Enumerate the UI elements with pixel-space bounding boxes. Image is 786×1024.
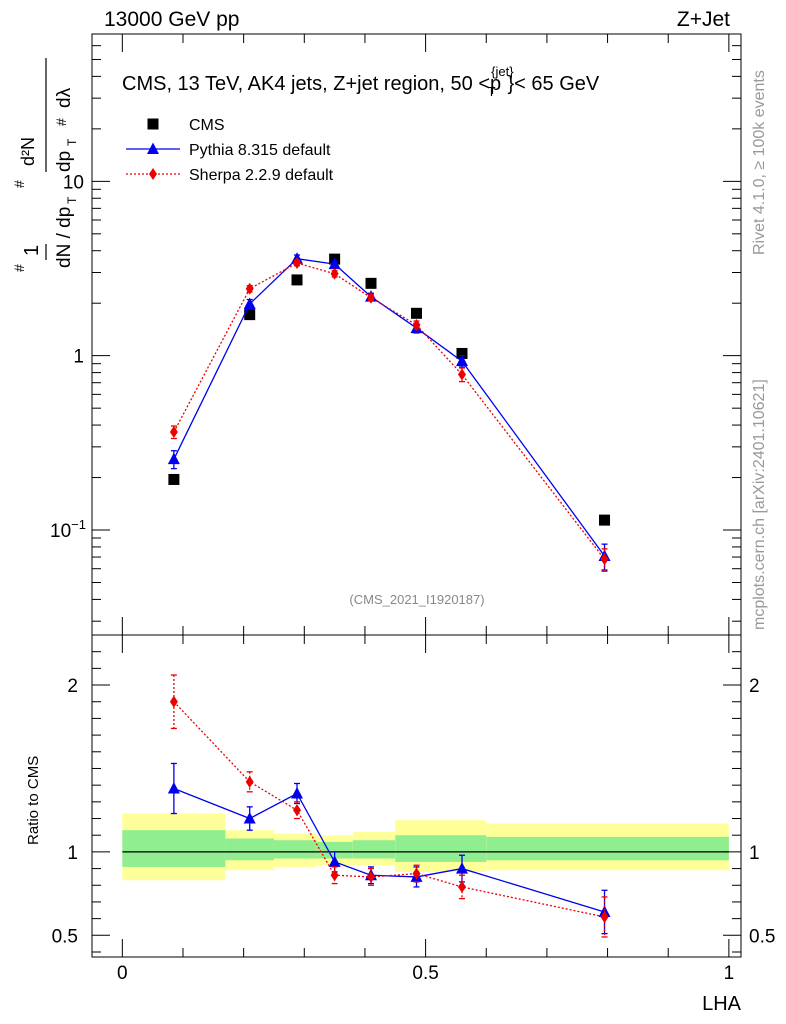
main-data-series (167, 252, 611, 572)
ratio-y-tick-label: 0.5 (52, 926, 78, 947)
ratio-sherpa-point (169, 695, 178, 708)
ratio-pythia-line (173, 787, 605, 913)
main-y-tick-label: 10−1 (50, 517, 86, 542)
ratio-data-series (167, 674, 611, 938)
svg-text:#: # (53, 118, 69, 126)
sherpa-point (412, 318, 421, 331)
svg-text:T: T (65, 138, 79, 146)
main-axis-ticks: 10−1 1 10 (50, 33, 741, 635)
ratio-sherpa-point (245, 775, 254, 788)
cms-point (244, 309, 256, 321)
energy-label: 13000 GeV pp (104, 8, 240, 31)
main-plot-panel: CMS, 13 TeV, AK4 jets, Z+jet region, 50 … (50, 33, 742, 636)
legend-marker (147, 118, 159, 130)
legend-label: Sherpa 2.2.9 default (189, 167, 334, 184)
x-tick-label: 0 (117, 963, 128, 984)
ratio-sherpa-point (600, 910, 609, 923)
sherpa-point (293, 257, 302, 270)
ratio-band-inner (486, 836, 729, 861)
cms-point (291, 274, 303, 286)
svg-text:dN / dp: dN / dp (54, 207, 75, 268)
main-title-prefix: CMS, 13 TeV, AK4 jets, Z+jet region, 50 … (122, 73, 490, 95)
ratio-plot-frame (91, 634, 742, 958)
svg-text:dλ: dλ (54, 87, 75, 108)
ratio-band-inner (395, 835, 487, 862)
ratio-pythia-point (455, 862, 468, 874)
sherpa-line (173, 262, 606, 560)
ratio-y-tick-label-right: 0.5 (749, 926, 775, 947)
ratio-axis-ticks: 0.5 0.5 1 1 2 2 0 0.5 1 (52, 635, 775, 984)
ratio-plot-panel: 0.5 0.5 1 1 2 2 0 0.5 1 (52, 634, 775, 984)
ratio-sherpa-point (412, 867, 421, 880)
pythia-line (173, 258, 606, 557)
sherpa-point (367, 291, 376, 304)
ratio-pythia-point (167, 781, 180, 794)
x-tick-label: 0.5 (412, 963, 438, 984)
legend-marker (147, 142, 159, 154)
ratio-band-inner (273, 840, 317, 859)
main-y-tick-label: 10 (63, 172, 84, 193)
main-y-axis-label: # 1 dN / dp T # d²N dp T # dλ (11, 58, 79, 272)
ratio-y-tick-label-right: 2 (749, 676, 760, 697)
x-tick-label: 1 (724, 963, 735, 984)
sherpa-point (600, 553, 609, 566)
svg-text:T: T (65, 196, 79, 204)
cms-point (365, 277, 377, 289)
sherpa-point (330, 267, 339, 280)
ratio-sherpa-point (293, 804, 302, 817)
legend-marker (149, 168, 157, 180)
analysis-tag: (CMS_2021_I1920187) (349, 592, 484, 607)
x-axis-label: LHA (702, 993, 742, 1015)
ratio-band-inner (225, 838, 274, 861)
ratio-y-tick-label-right: 1 (749, 843, 760, 864)
main-title: CMS, 13 TeV, AK4 jets, Z+jet region, 50 … (122, 64, 600, 99)
sherpa-point (169, 425, 178, 438)
cms-point (411, 307, 422, 319)
main-title-p: p (490, 73, 501, 95)
process-label: Z+Jet (676, 8, 730, 31)
cms-point (168, 473, 180, 485)
main-title-sub: T (488, 84, 496, 99)
ratio-band-inner (122, 830, 226, 867)
svg-text:1: 1 (21, 245, 43, 256)
ratio-y-axis-label: Ratio to CMS (25, 756, 42, 845)
cms-point (456, 347, 468, 359)
rivet-version-label: Rivet 4.1.0, ≥ 100k events (751, 70, 768, 255)
ratio-uncertainty-bands (122, 813, 729, 881)
pythia-point (328, 257, 341, 270)
ratio-y-tick-label: 2 (67, 676, 78, 697)
ratio-sherpa-line (173, 701, 605, 918)
pythia-point (167, 452, 180, 465)
main-title-suffix: }< 65 GeV (508, 73, 600, 95)
svg-text:#: # (11, 264, 27, 272)
main-y-tick-label: 1 (73, 347, 84, 368)
sherpa-point (245, 282, 254, 295)
ratio-pythia-point (243, 812, 256, 824)
svg-text:d²N: d²N (18, 137, 38, 166)
main-title-sup: {jet} (491, 64, 514, 79)
ratio-sherpa-point (457, 880, 466, 893)
ratio-sherpa-point (367, 870, 376, 883)
svg-text:dp: dp (54, 151, 75, 172)
svg-text:#: # (11, 180, 27, 188)
ratio-sherpa-point (330, 869, 339, 882)
pythia-point (243, 297, 256, 309)
ratio-pythia-point (328, 855, 341, 867)
legend: CMS Pythia 8.315 default Sherpa 2.2.9 defa… (126, 117, 334, 184)
pythia-point (455, 354, 468, 367)
ratio-pythia-point (291, 786, 304, 799)
ratio-band-inner (352, 840, 396, 859)
mcplots-site-label: mcplots.cern.ch [arXiv:2401.10621] (751, 379, 768, 630)
ratio-y-tick-label: 1 (67, 843, 78, 864)
legend-label: CMS (189, 117, 225, 134)
sherpa-point (457, 368, 466, 381)
legend-label: Pythia 8.315 default (189, 142, 331, 159)
cms-point (599, 514, 611, 526)
